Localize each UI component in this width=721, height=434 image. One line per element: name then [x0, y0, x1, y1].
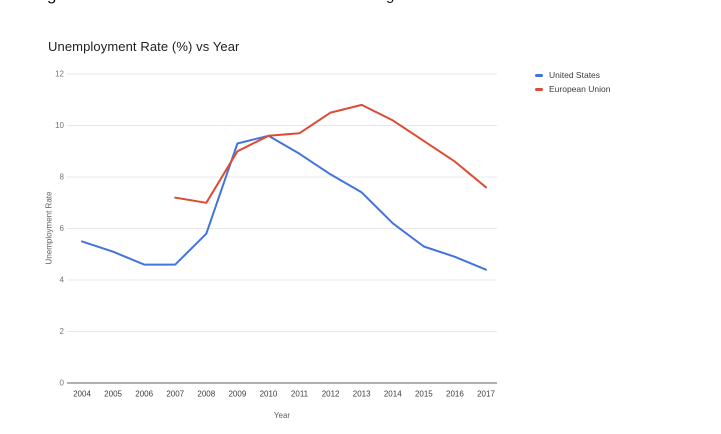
y-tick-label: 12	[55, 70, 64, 79]
x-tick-label: 2012	[322, 390, 340, 399]
cropped-text-fragment: g	[386, 0, 394, 5]
x-tick-label: 2008	[197, 390, 215, 399]
y-tick-label: 8	[60, 173, 65, 182]
legend-item-european-union: European Union	[535, 82, 610, 96]
cropped-text-glyph: g	[47, 0, 57, 3]
legend-label: European Union	[549, 84, 611, 94]
y-tick-label: 0	[60, 379, 65, 388]
chart-title: Unemployment Rate (%) vs Year	[48, 39, 240, 54]
x-tick-label: 2015	[415, 390, 433, 399]
y-tick-label: 4	[60, 276, 65, 285]
y-axis-title: Unemployment Rate	[44, 191, 54, 265]
cropped-text-glyph: g	[386, 0, 394, 3]
y-tick-label: 6	[60, 224, 65, 233]
legend-item-united-states: United States	[535, 68, 610, 82]
x-tick-label: 2016	[446, 390, 464, 399]
y-tick-label: 2	[60, 327, 65, 336]
cropped-text-fragment: g	[47, 0, 57, 5]
x-tick-label: 2017	[477, 390, 495, 399]
x-tick-label: 2007	[166, 390, 184, 399]
legend-swatch	[535, 87, 543, 91]
x-tick-label: 2011	[291, 390, 309, 399]
legend-label: United States	[549, 70, 601, 80]
y-tick-label: 10	[55, 121, 64, 130]
x-axis-title: Year	[273, 411, 291, 420]
x-tick-label: 2009	[228, 390, 246, 399]
x-tick-label: 2005	[104, 390, 122, 399]
series-line-united-states	[81, 134, 487, 271]
x-tick-label: 2010	[260, 390, 278, 399]
series-line-european-union	[174, 103, 487, 204]
legend-swatch	[535, 73, 543, 77]
x-tick-label: 2006	[135, 390, 153, 399]
x-tick-label: 2014	[384, 390, 402, 399]
x-tick-label: 2013	[353, 390, 371, 399]
chart-legend: United States European Union	[535, 68, 610, 96]
x-tick-label: 2004	[73, 390, 91, 399]
